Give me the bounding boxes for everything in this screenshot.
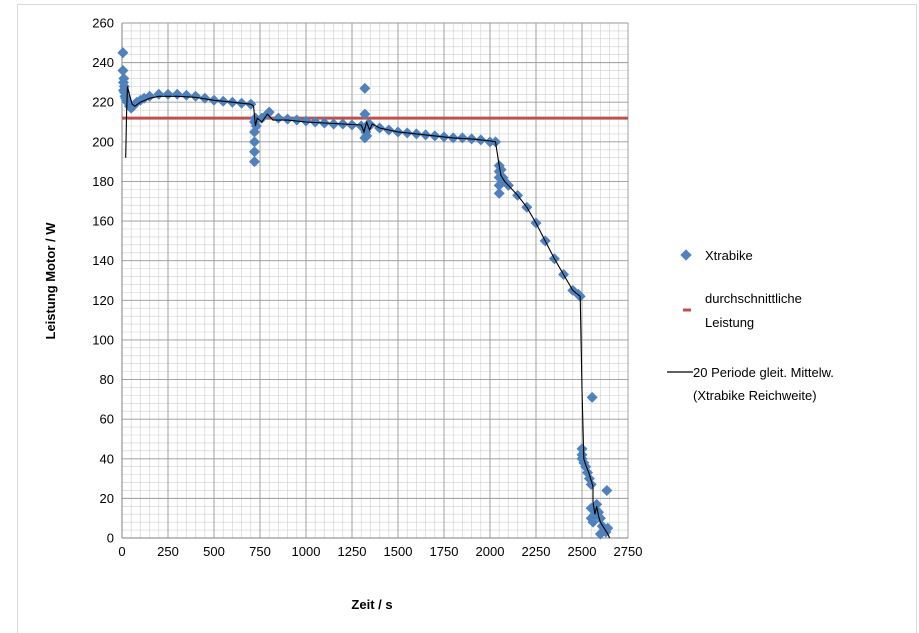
scatter-point: [272, 112, 284, 124]
scatter-point: [364, 119, 376, 131]
y-tick-labels: 0 20 40 60 80 100 120 140 160 180 200 220 240 260: [92, 16, 114, 546]
scatter-point: [359, 82, 371, 94]
legend-label-average-2: Leistung: [705, 315, 754, 330]
scatter-point: [162, 88, 174, 100]
x-axis-title: Zeit / s: [351, 597, 392, 612]
scatter-point: [602, 522, 614, 534]
y-tick-label: 80: [100, 372, 114, 387]
scatter-point: [282, 113, 294, 125]
scatter-point: [585, 479, 597, 491]
x-tick-label: 1500: [384, 544, 413, 559]
y-tick-label: 40: [100, 451, 114, 466]
y-tick-label: 120: [92, 293, 114, 308]
scatter-point: [586, 391, 598, 403]
legend-marker-xtrabike: [680, 249, 692, 261]
scatter-point: [122, 96, 134, 108]
y-tick-label: 20: [100, 491, 114, 506]
y-tick-label: 220: [92, 95, 114, 110]
scatter-point: [248, 156, 260, 168]
scatter-point: [117, 65, 129, 77]
scatter-point: [576, 443, 588, 455]
scatter-point: [587, 516, 599, 528]
x-tick-label: 2750: [614, 544, 643, 559]
legend-label-xtrabike: Xtrabike: [705, 248, 753, 263]
x-tick-label: 750: [249, 544, 271, 559]
legend-label-moving-avg-1: 20 Periode gleit. Mittelw.: [693, 365, 834, 380]
scatter-point: [248, 126, 260, 138]
scatter-point: [249, 112, 261, 124]
moving-average-series: [125, 86, 611, 539]
scatter-point: [495, 164, 507, 176]
scatter-point: [250, 120, 262, 132]
x-tick-label: 0: [118, 544, 125, 559]
x-tick-label: 500: [203, 544, 225, 559]
moving-average-line: [125, 86, 611, 539]
scatter-point: [190, 90, 202, 102]
scatter-point: [601, 484, 613, 496]
scatter-point: [171, 88, 183, 100]
minor-gridlines: [121, 22, 629, 539]
y-tick-label: 200: [92, 134, 114, 149]
scatter-point: [180, 89, 192, 101]
x-tick-label: 2000: [476, 544, 505, 559]
scatter-point: [118, 72, 130, 84]
x-tick-label: 2500: [568, 544, 597, 559]
scatter-point: [493, 187, 505, 199]
x-tick-label: 1250: [338, 544, 367, 559]
y-tick-label: 240: [92, 55, 114, 70]
y-tick-label: 160: [92, 214, 114, 229]
y-axis-title: Leistung Motor / W: [43, 222, 58, 340]
scatter-point: [291, 114, 303, 126]
y-tick-label: 100: [92, 332, 114, 347]
scatter-point: [117, 47, 129, 59]
y-tick-label: 0: [107, 531, 114, 546]
scatter-point: [484, 136, 496, 148]
legend-label-moving-avg-2: (Xtrabike Reichweite): [693, 388, 817, 403]
legend-label-average-1: durchschnittliche: [705, 291, 802, 306]
major-gridlines: [121, 22, 629, 539]
scatter-point: [359, 108, 371, 120]
x-tick-label: 250: [157, 544, 179, 559]
scatter-point: [248, 146, 260, 158]
scatter-point: [594, 512, 606, 524]
legend: Xtrabike durchschnittliche Leistung 20 P…: [667, 248, 834, 403]
x-tick-label: 1000: [292, 544, 321, 559]
scatter-series: [117, 47, 614, 540]
scatter-point: [248, 136, 260, 148]
x-tick-label: 2250: [522, 544, 551, 559]
x-tick-labels: 0 250 500 750 1000 1250 1500 1750 2000 2250 2500 27…: [118, 544, 642, 559]
y-tick-label: 60: [100, 412, 114, 427]
scatter-point: [300, 115, 312, 127]
chart-frame: [17, 4, 917, 633]
y-tick-label: 140: [92, 253, 114, 268]
y-tick-label: 180: [92, 174, 114, 189]
y-tick-label: 260: [92, 16, 114, 31]
x-tick-label: 1750: [430, 544, 459, 559]
